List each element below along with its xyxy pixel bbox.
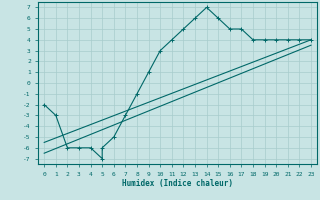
X-axis label: Humidex (Indice chaleur): Humidex (Indice chaleur): [122, 179, 233, 188]
